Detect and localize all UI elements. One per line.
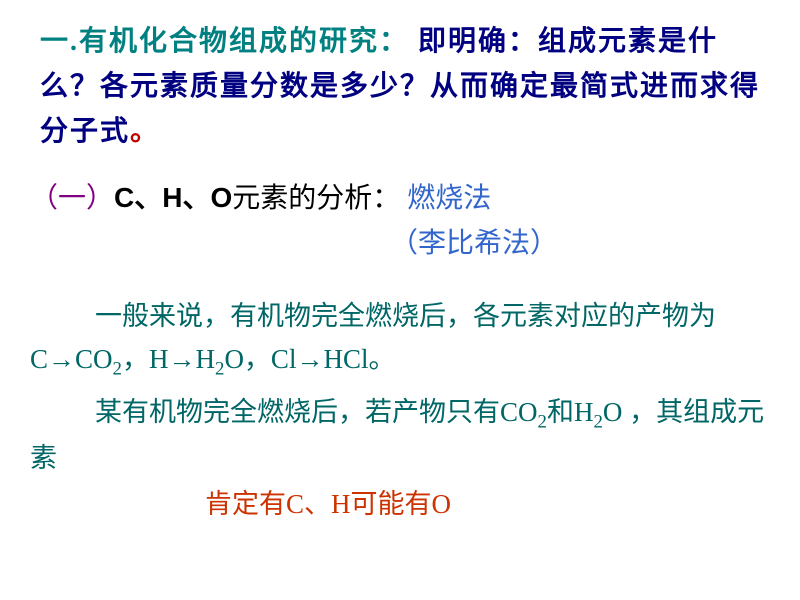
section-2-method1: 燃烧法 (407, 183, 491, 214)
section-1-label: 一.有机化合物组成的研究： (40, 26, 409, 57)
body-paragraph-2: 某有机物完全燃烧后，若产物只有CO2和H2O ，其组成元素 (30, 391, 770, 481)
body2-sub2: 2 (593, 411, 602, 432)
section-1-heading: 一.有机化合物组成的研究： 即明确：组成元素是什么？各元素质量分数是多少？从而确… (40, 20, 760, 154)
answer-text: 肯定有C、H可能有O (205, 489, 451, 519)
section-2-method2-line: （李比希法） (390, 222, 770, 267)
section-2-elements: C、H、O (114, 182, 232, 213)
answer-line: 肯定有C、H可能有O (205, 483, 770, 526)
section-2-label: （一） (30, 183, 114, 214)
section-2-rest: 元素的分析： (232, 183, 400, 214)
section-1-period: 。 (130, 116, 160, 147)
body2-sub1: 2 (538, 411, 547, 432)
section-2-method2: （李比希法） (390, 228, 558, 259)
body1-sub1: 2 (113, 359, 122, 380)
body2-b: 和H (547, 397, 594, 427)
body2-a: 某有机物完全燃烧后，若产物只有CO (95, 397, 538, 427)
section-2-subheading: （一）C、H、O元素的分析： 燃烧法 (30, 176, 770, 222)
body1-b: ，H→H (122, 344, 215, 374)
body-paragraph-1: 一般来说，有机物完全燃烧后，各元素对应的产物为C→CO2，H→H2O，Cl→HC… (30, 295, 770, 385)
body1-c: O，Cl→HCl。 (224, 344, 395, 374)
